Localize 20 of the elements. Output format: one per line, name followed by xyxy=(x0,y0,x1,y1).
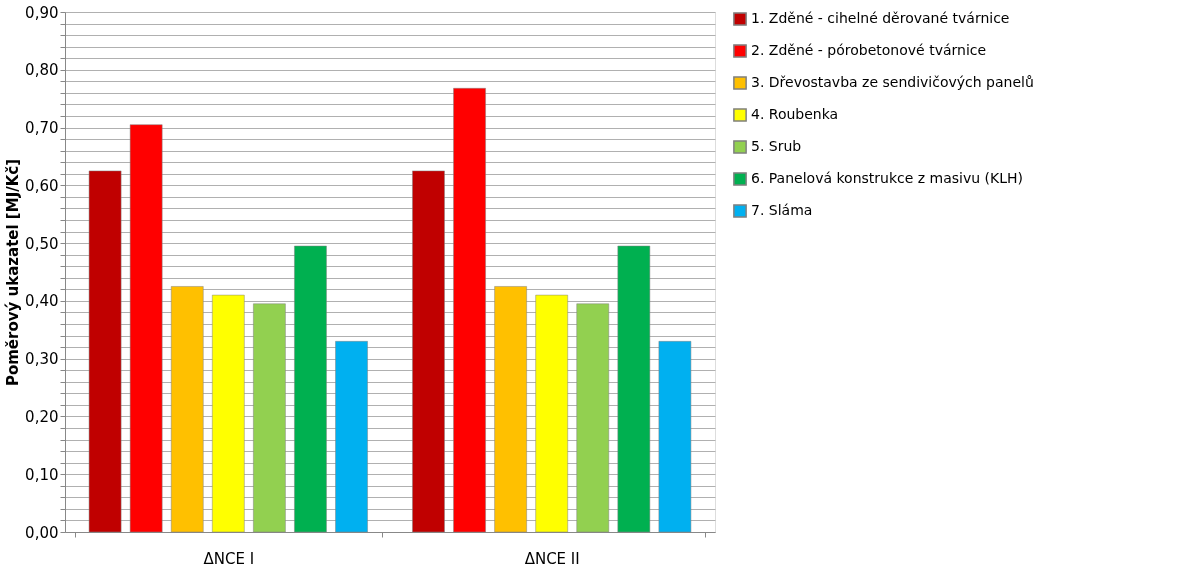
y-tick-label: 0,90 xyxy=(25,3,59,22)
y-tick-label: 0,70 xyxy=(25,119,59,138)
y-tick-label: 0,10 xyxy=(25,465,59,484)
legend-label: 3. Dřevostavba ze sendivičových panelů xyxy=(751,74,1034,90)
y-axis-title: Poměrový ukazatel [MJ/Kč] xyxy=(4,158,23,387)
legend-label: 5. Srub xyxy=(751,138,802,154)
legend-label: 7. Sláma xyxy=(751,202,813,218)
y-tick-label: 0,20 xyxy=(25,407,59,426)
y-tick-label: 0,60 xyxy=(25,176,59,195)
y-tick-label: 0,80 xyxy=(25,61,59,80)
x-tick-label: ΔNCE II xyxy=(524,549,580,568)
y-tick-label: 0,40 xyxy=(25,292,59,311)
y-tick-label: 0,00 xyxy=(25,523,59,542)
legend-label: 6. Panelová konstrukce z masivu (KLH) xyxy=(751,170,1024,186)
y-tick-label: 0,50 xyxy=(25,234,59,253)
legend-label: 2. Zděné - pórobetonové tvárnice xyxy=(751,42,987,58)
legend-label: 4. Roubenka xyxy=(751,106,839,122)
legend-label: 1. Zděné - cihelné děrované tvárnice xyxy=(751,10,1010,26)
x-tick-label: ΔNCE I xyxy=(203,549,255,568)
y-tick-label: 0,30 xyxy=(25,350,59,369)
